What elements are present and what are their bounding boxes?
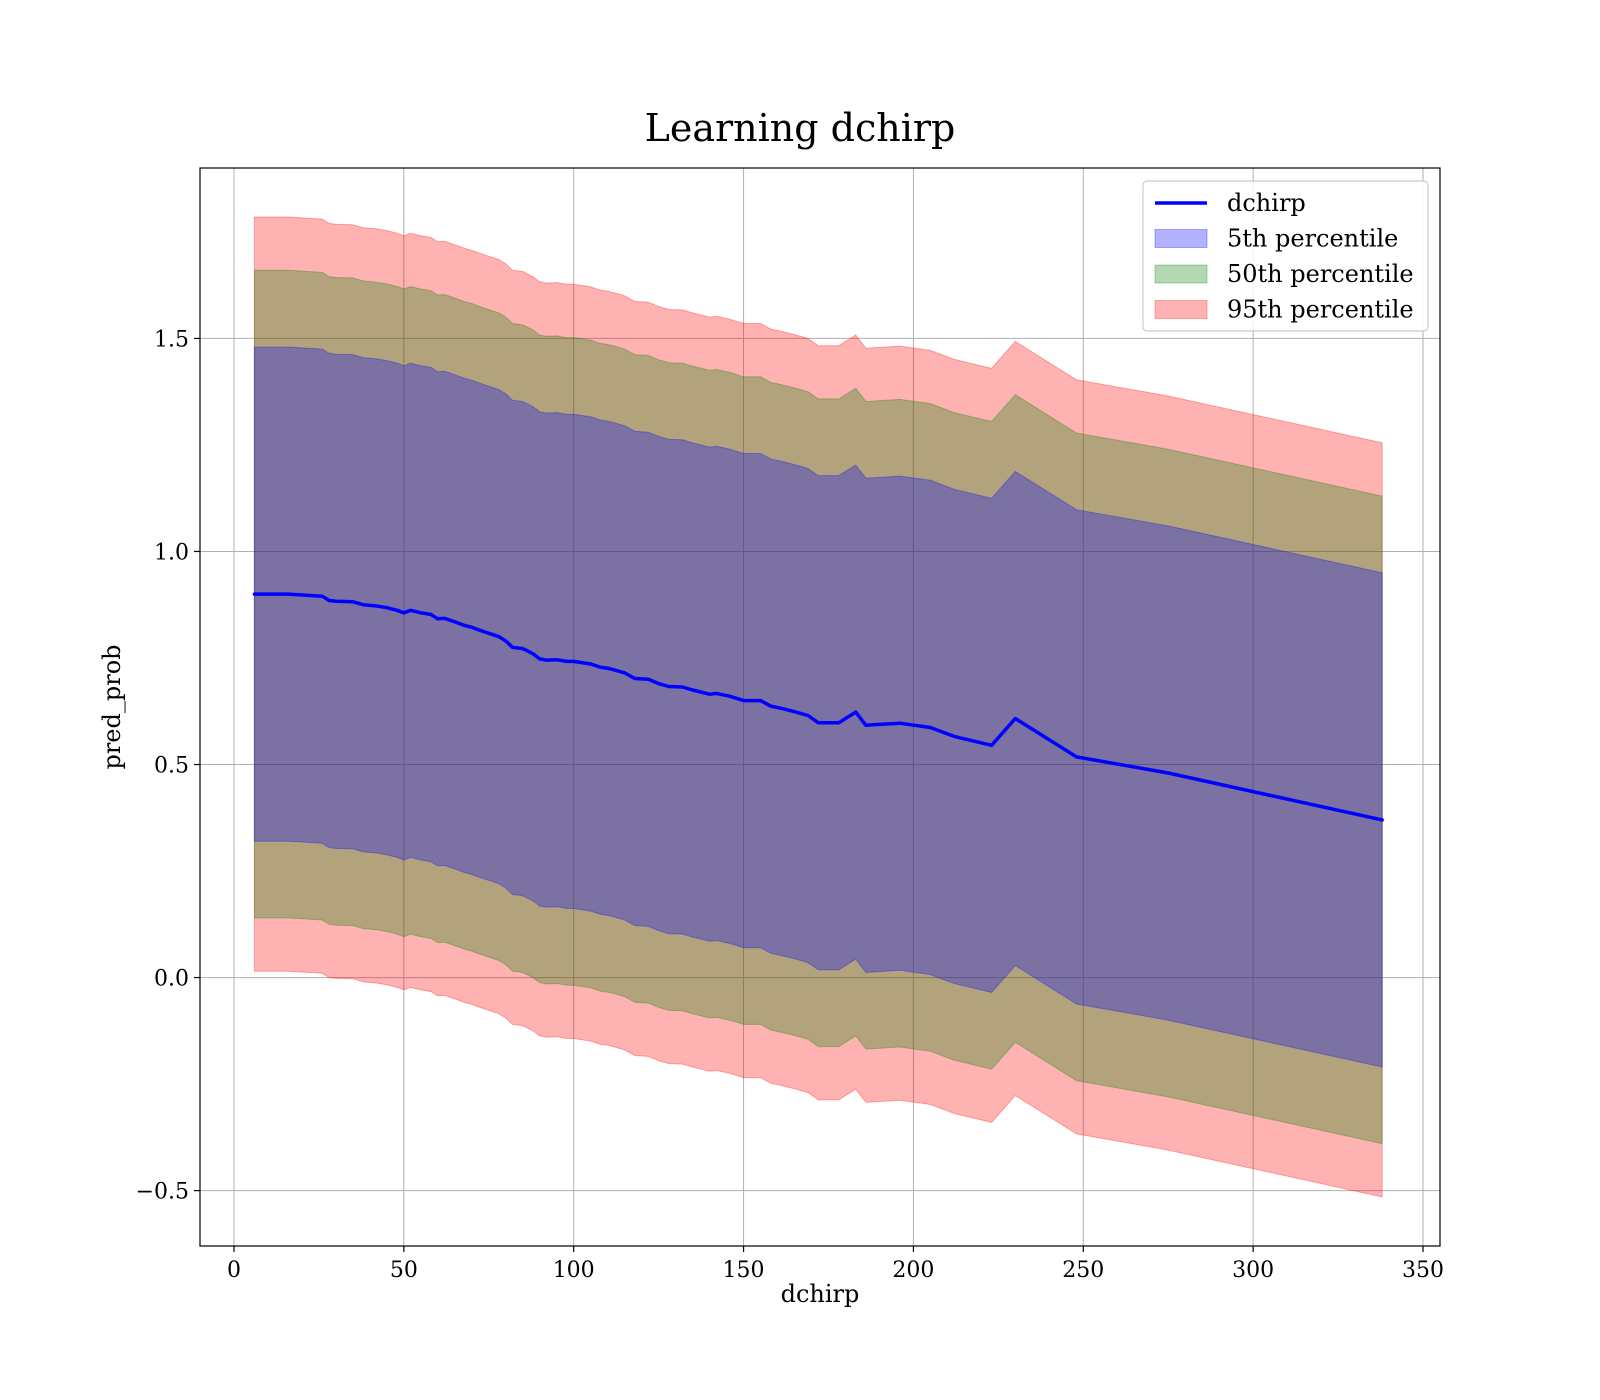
legend-label: dchirp (1227, 189, 1306, 217)
band-5th-percentile (253, 346, 1383, 1068)
chart-title: Learning dchirp (645, 106, 956, 150)
legend: dchirp 5th percentile 50th percentile 95th … (1142, 180, 1429, 332)
legend-band-swatch (1154, 300, 1208, 319)
y-tick-label: 1.0 (154, 540, 189, 565)
percentile-bands (253, 216, 1383, 1198)
x-axis-label: dchirp (781, 1280, 860, 1308)
y-tick-label: 0.5 (154, 754, 189, 779)
y-tick-label: 1.5 (154, 327, 189, 352)
legend-frame (1142, 180, 1429, 332)
y-tick-label: 0.0 (154, 967, 189, 992)
x-axis-ticks: 0 50 100 150 200 250 300 350 (227, 1246, 1444, 1283)
band-50th-percentile (253, 269, 1383, 1145)
series-line-dchirp (252, 592, 1384, 822)
grid-lines (200, 168, 1440, 1246)
x-tick-label: 250 (1062, 1258, 1104, 1283)
x-tick-label: 0 (227, 1258, 241, 1283)
legend-band-swatch (1154, 229, 1208, 248)
legend-label: 50th percentile (1227, 260, 1414, 288)
legend-items: dchirp 5th percentile 50th percentile 95th … (1154, 189, 1414, 324)
y-tick-label: −0.5 (136, 1180, 189, 1205)
legend-band-swatch (1154, 264, 1208, 284)
x-tick-label: 150 (723, 1258, 765, 1283)
plot-frame (199, 167, 1441, 1247)
y-axis-label: pred_prob (98, 644, 126, 769)
plot-area (200, 168, 1440, 1246)
y-axis-ticks: −0.5 0.0 0.5 1.0 1.5 (136, 327, 200, 1205)
x-tick-label: 200 (892, 1258, 934, 1283)
x-tick-label: 100 (553, 1258, 595, 1283)
x-tick-label: 300 (1232, 1258, 1274, 1283)
x-tick-label: 50 (390, 1258, 418, 1283)
band-95th-percentile (253, 216, 1383, 1198)
series-lines (252, 592, 1384, 822)
legend-label: 5th percentile (1227, 225, 1398, 253)
x-tick-label: 350 (1402, 1258, 1444, 1283)
legend-label: 95th percentile (1227, 296, 1414, 324)
